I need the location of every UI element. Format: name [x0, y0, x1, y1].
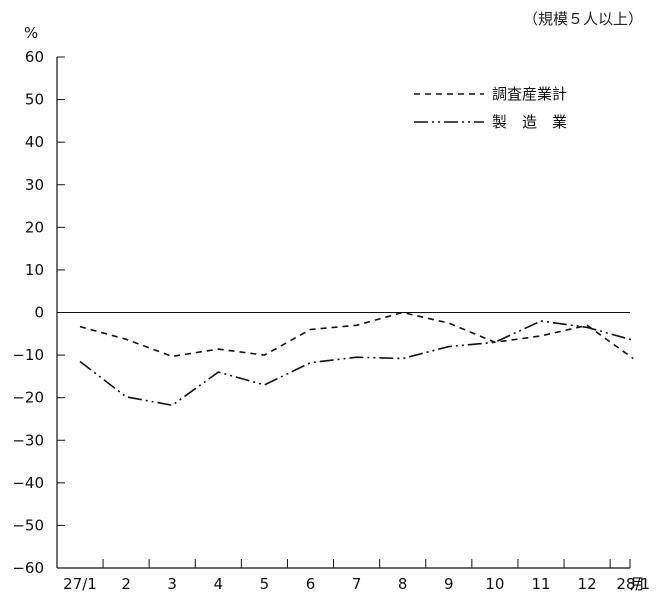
x-tick-label: 8 — [398, 575, 408, 593]
legend-label-1: 調査産業計 — [492, 85, 567, 103]
x-tick-label: 3 — [167, 575, 177, 593]
y-tick-label: −40 — [12, 474, 44, 492]
x-tick-label: 4 — [214, 575, 224, 593]
x-tick-label: 10 — [485, 575, 504, 593]
x-axis-unit: 月 — [630, 575, 645, 593]
y-tick-label: −20 — [12, 389, 44, 407]
y-tick-label: 60 — [25, 48, 44, 66]
y-tick-label: 30 — [25, 176, 44, 194]
y-tick-label: 40 — [25, 133, 44, 151]
legend-label-2: 製 造 業 — [492, 113, 567, 131]
series-lines — [79, 311, 634, 407]
y-tick-label: −50 — [12, 516, 44, 534]
y-axis-ticks: 60 50 40 30 20 10 0 −10 −20 −30 −40 −50 −60 — [12, 48, 65, 577]
x-tick-label: 12 — [578, 575, 597, 593]
y-tick-label: 50 — [25, 91, 44, 109]
x-tick-label: 2 — [121, 575, 131, 593]
x-tick-label: 11 — [531, 575, 550, 593]
series-line-1 — [79, 311, 634, 360]
y-tick-label: −30 — [12, 431, 44, 449]
x-tick-label: 27/1 — [63, 575, 97, 593]
y-tick-label: −10 — [12, 346, 44, 364]
chart-note: （規模５人以上） — [523, 10, 643, 28]
x-axis-ticks: 27/1 2 3 4 5 6 7 8 9 10 11 12 28/1 — [56, 559, 650, 593]
y-tick-label: 20 — [25, 218, 44, 236]
y-axis-unit: % — [24, 24, 38, 42]
y-tick-label: −60 — [12, 559, 44, 577]
y-tick-label: 0 — [34, 304, 44, 322]
x-tick-label: 7 — [352, 575, 362, 593]
y-tick-label: 10 — [25, 261, 44, 279]
x-tick-label: 6 — [306, 575, 316, 593]
x-tick-label: 5 — [260, 575, 270, 593]
series-line-2 — [79, 320, 634, 407]
axes — [56, 57, 630, 569]
x-tick-label: 28/1 — [616, 575, 650, 593]
x-tick-label: 9 — [444, 575, 454, 593]
